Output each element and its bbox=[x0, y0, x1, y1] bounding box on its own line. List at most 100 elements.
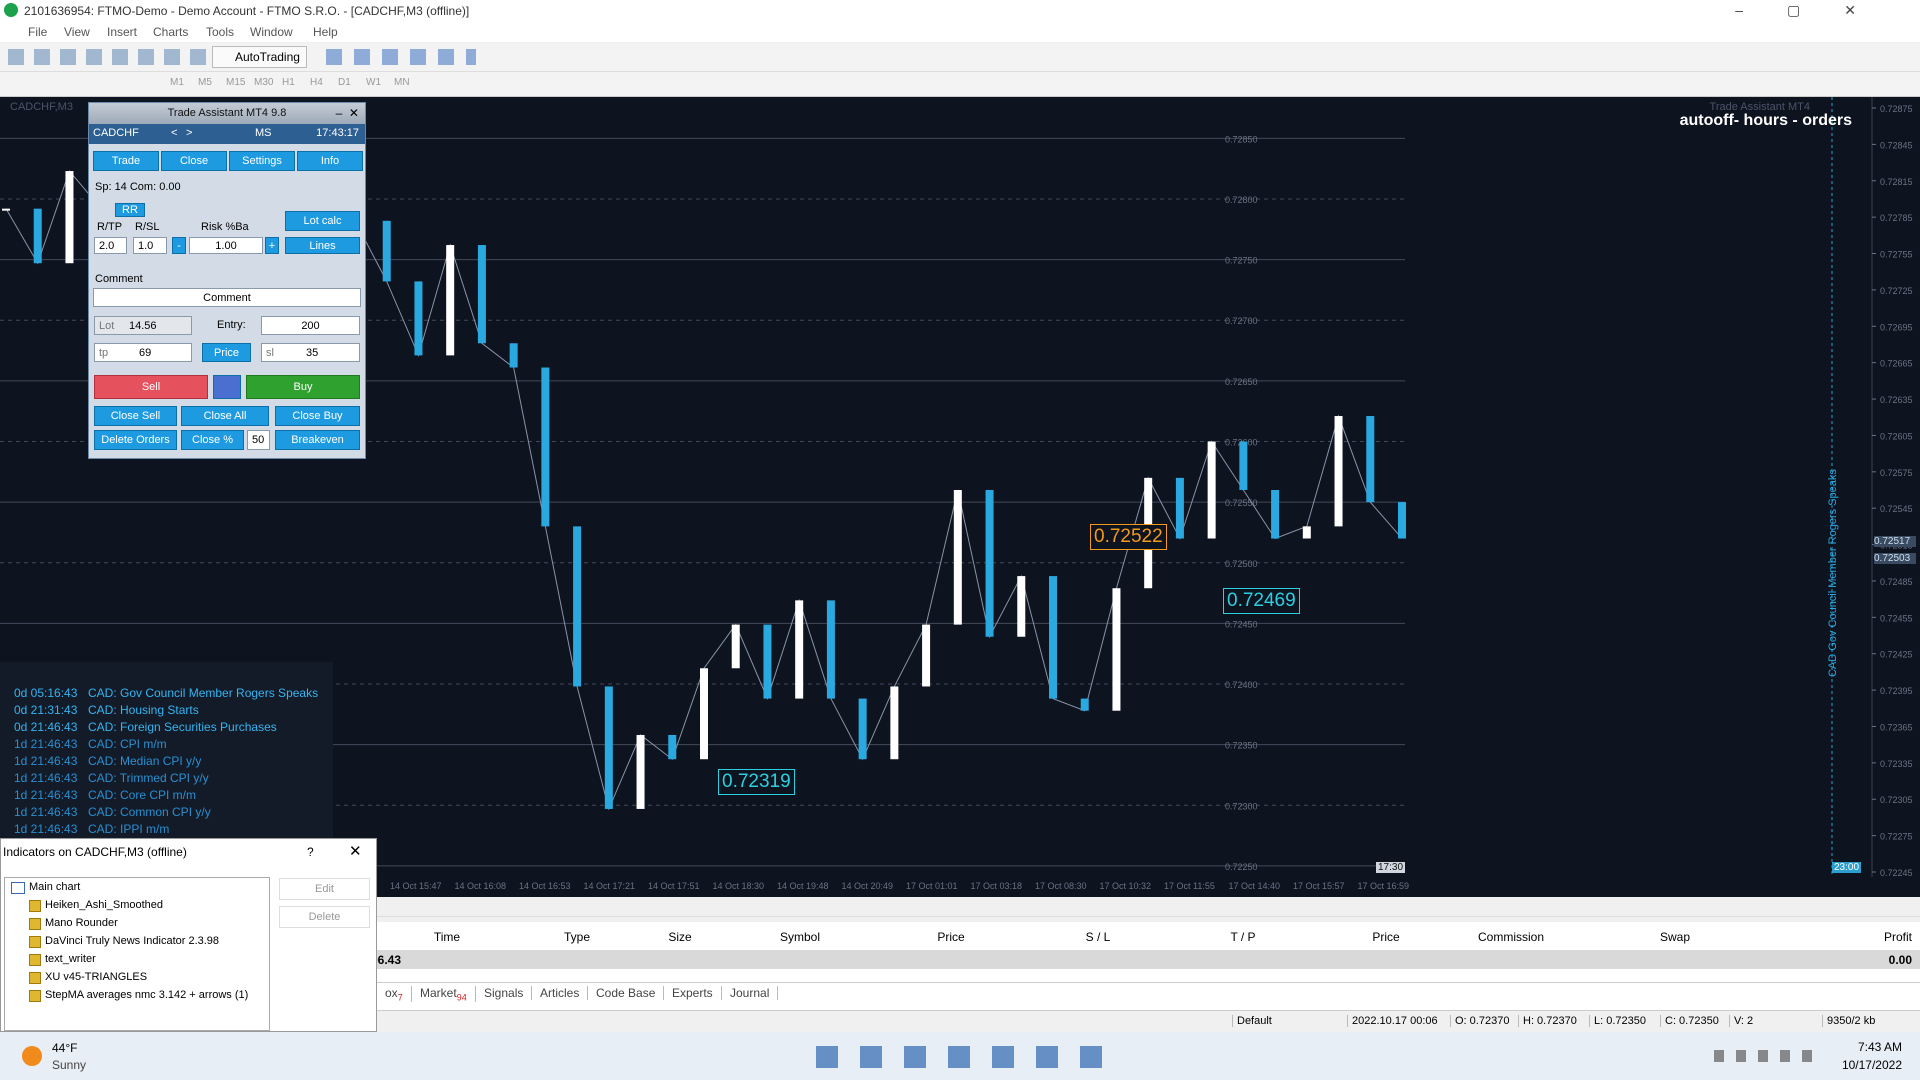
risk-input[interactable]: 1.00 bbox=[189, 237, 263, 254]
time-box: 17:30 bbox=[1376, 862, 1406, 873]
candle bbox=[826, 600, 835, 699]
candle bbox=[1239, 441, 1248, 490]
timeframe-button[interactable]: M15 bbox=[226, 77, 246, 88]
grid-label: 0.72400 bbox=[1225, 680, 1258, 690]
sl-input[interactable]: sl 35 bbox=[261, 343, 360, 362]
indicator-item[interactable]: text_writer bbox=[45, 953, 96, 965]
tab-label: Code Base bbox=[596, 986, 656, 1000]
terminal-tabs: ox7 Market94 Signals Articles Code Base Exper… bbox=[377, 982, 1920, 1005]
close-percent-button[interactable]: Close % bbox=[181, 430, 244, 450]
terminal-tab[interactable]: Articles bbox=[532, 986, 589, 1000]
y-tick-label: 0.72695 bbox=[1880, 322, 1913, 332]
tab-button[interactable]: Settings bbox=[229, 151, 295, 171]
tab-button[interactable]: Info bbox=[297, 151, 363, 171]
window-controls[interactable]: –▢✕ bbox=[1735, 2, 1900, 18]
price-button[interactable]: Price bbox=[202, 343, 251, 362]
zoom-icons[interactable] bbox=[326, 49, 476, 65]
indicator-item[interactable]: XU v45-TRIANGLES bbox=[45, 971, 148, 983]
terminal-tab[interactable]: Signals bbox=[476, 986, 533, 1000]
terminal-tab[interactable]: Experts bbox=[664, 986, 722, 1000]
buy-button[interactable]: Buy bbox=[246, 375, 360, 399]
grid-label: 0.72300 bbox=[1225, 801, 1258, 811]
weather-condition: Sunny bbox=[52, 1058, 87, 1072]
breakeven-button[interactable]: Breakeven bbox=[275, 430, 360, 450]
status-item: Default bbox=[1232, 1015, 1272, 1027]
rr-button[interactable]: RR bbox=[115, 203, 145, 217]
minus-button[interactable]: - bbox=[172, 237, 186, 254]
profit: 0.00 bbox=[1888, 953, 1912, 967]
prev-button[interactable]: < bbox=[171, 127, 178, 139]
scrollbar bbox=[377, 900, 1920, 917]
comment-input[interactable]: Comment bbox=[93, 288, 361, 307]
lines-button[interactable]: Lines bbox=[285, 237, 360, 254]
menu-item[interactable]: Window bbox=[250, 25, 293, 39]
dialog-help[interactable]: ? bbox=[307, 845, 314, 859]
timeframe-button[interactable]: H1 bbox=[282, 77, 295, 88]
menu-item[interactable]: Charts bbox=[153, 25, 189, 39]
terminal-tab[interactable]: Journal bbox=[722, 986, 779, 1000]
timeframe-button[interactable]: H4 bbox=[310, 77, 323, 88]
delete-button[interactable]: Delete bbox=[279, 906, 370, 928]
grid-label: 0.72250 bbox=[1225, 862, 1258, 872]
panel-close[interactable]: – ✕ bbox=[335, 106, 359, 120]
menu-item[interactable]: Insert bbox=[107, 25, 138, 39]
tab-button[interactable]: Trade bbox=[93, 151, 159, 171]
sell-button[interactable]: Sell bbox=[94, 375, 208, 399]
entry-input[interactable]: 200 bbox=[261, 316, 360, 335]
delete-orders-button[interactable]: Delete Orders bbox=[94, 430, 177, 450]
rsl-input[interactable]: 1.0 bbox=[133, 237, 167, 254]
close-sell-button[interactable]: Close Sell bbox=[94, 406, 177, 426]
timeframe-button[interactable]: M30 bbox=[254, 77, 274, 88]
close-percent-input[interactable]: 50 bbox=[247, 430, 270, 450]
tab-button[interactable]: Close bbox=[161, 151, 227, 171]
candle bbox=[1080, 698, 1089, 711]
indicator-item[interactable]: DaVinci Truly News Indicator 2.3.98 bbox=[45, 935, 220, 947]
candle bbox=[1302, 526, 1311, 539]
grid-label: 0.72750 bbox=[1225, 256, 1258, 266]
lot-calc-button[interactable]: Lot calc bbox=[285, 211, 360, 231]
symbol[interactable]: CADCHF bbox=[93, 127, 139, 139]
lot-input[interactable]: Lot 14.56 bbox=[94, 316, 192, 335]
tp-input[interactable]: tp 69 bbox=[94, 343, 192, 362]
candle bbox=[1398, 502, 1406, 539]
autotrading-button[interactable]: AutoTrading bbox=[212, 46, 307, 68]
y-tick-label: 0.72755 bbox=[1880, 250, 1913, 260]
timeframe-button[interactable]: M5 bbox=[198, 77, 212, 88]
tree-root: Main chart bbox=[29, 881, 81, 893]
close-buy-button[interactable]: Close Buy bbox=[275, 406, 360, 426]
timeframe-button[interactable]: M1 bbox=[170, 77, 184, 88]
rtp-input[interactable]: 2.0 bbox=[94, 237, 127, 254]
tray-icons[interactable] bbox=[1714, 1050, 1824, 1062]
menu-item[interactable]: Help bbox=[313, 25, 338, 39]
terminal-tab[interactable]: ox7 bbox=[377, 986, 412, 1003]
y-tick-label: 0.72245 bbox=[1880, 868, 1913, 878]
candle bbox=[858, 698, 867, 760]
dialog-close[interactable]: ✕ bbox=[349, 843, 362, 860]
taskbar-apps[interactable] bbox=[816, 1046, 1106, 1068]
timeframe-button[interactable]: MN bbox=[394, 77, 410, 88]
candle bbox=[65, 171, 74, 264]
indicator-item[interactable]: Heiken_Ashi_Smoothed bbox=[45, 899, 164, 911]
edit-button[interactable]: Edit bbox=[279, 878, 370, 900]
close-all-button[interactable]: Close All bbox=[181, 406, 269, 426]
terminal-tab[interactable]: Code Base bbox=[588, 986, 665, 1000]
timeframe-button[interactable]: W1 bbox=[366, 77, 381, 88]
menu-item[interactable]: Tools bbox=[206, 25, 235, 39]
tab-label: Articles bbox=[540, 986, 580, 1000]
middle-button[interactable] bbox=[213, 375, 241, 399]
menu-item[interactable]: File bbox=[28, 25, 48, 39]
candle bbox=[541, 367, 550, 527]
menu-item[interactable]: View bbox=[64, 25, 90, 39]
indicator-item[interactable]: Mano Rounder bbox=[45, 917, 118, 929]
plus-button[interactable]: + bbox=[265, 237, 279, 254]
indicator-item[interactable]: StepMA averages nmc 3.142 + arrows (1) bbox=[45, 989, 249, 1001]
spread: Sp: 14 Com: 0.00 bbox=[95, 181, 181, 193]
clock: 17:43:17 bbox=[316, 127, 359, 139]
toolbar-icons[interactable] bbox=[8, 49, 208, 65]
next-button[interactable]: > bbox=[186, 127, 193, 139]
terminal-tab[interactable]: Market94 bbox=[412, 986, 476, 1003]
candle bbox=[477, 245, 486, 344]
candle bbox=[953, 490, 962, 625]
indicator-icon bbox=[29, 936, 41, 948]
timeframe-button[interactable]: D1 bbox=[338, 77, 351, 88]
